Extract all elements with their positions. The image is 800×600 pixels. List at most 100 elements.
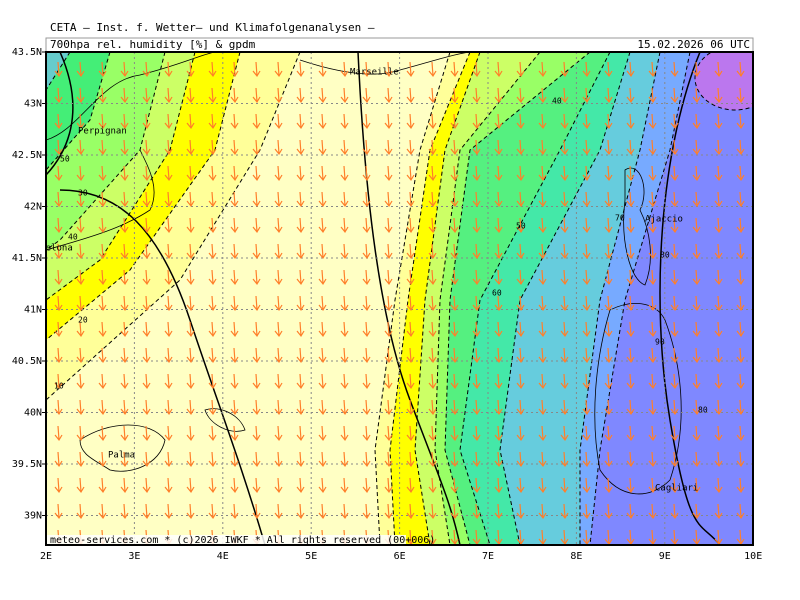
wind-arrow — [560, 139, 569, 156]
wind-arrow — [120, 399, 129, 416]
wind-arrow — [164, 451, 173, 468]
wind-arrow — [340, 165, 349, 182]
wind-arrow — [406, 451, 415, 468]
wind-arrow — [714, 61, 723, 78]
wind-arrow — [714, 373, 723, 390]
wind-arrow — [648, 399, 657, 416]
wind-arrow — [120, 61, 129, 78]
wind-arrow — [164, 425, 173, 442]
wind-arrow — [76, 347, 85, 364]
wind-arrow — [714, 269, 723, 286]
wind-arrow — [450, 373, 459, 390]
wind-arrow — [648, 425, 657, 442]
wind-arrow — [384, 399, 393, 416]
wind-arrow — [274, 373, 283, 390]
wind-arrow — [274, 451, 283, 468]
wind-arrow — [208, 243, 217, 260]
wind-arrow — [516, 191, 525, 208]
contour-label: 70 — [615, 214, 625, 223]
wind-arrow — [274, 191, 283, 208]
wind-arrow — [406, 269, 415, 286]
wind-arrow — [318, 191, 327, 208]
wind-arrow — [230, 347, 239, 364]
wind-arrow — [670, 165, 679, 182]
wind-arrow — [76, 217, 85, 234]
wind-arrow — [186, 165, 195, 182]
wind-arrow — [362, 191, 371, 208]
coastline — [204, 408, 246, 432]
wind-arrow — [516, 503, 525, 520]
wind-arrow — [120, 113, 129, 130]
city-label: Barcelona — [24, 244, 73, 254]
wind-arrow — [252, 243, 261, 260]
wind-arrow — [362, 269, 371, 286]
wind-arrow — [120, 503, 129, 520]
wind-arrow — [428, 191, 437, 208]
wind-arrow — [494, 295, 503, 312]
wind-arrow — [208, 87, 217, 104]
lat-label: 43N — [24, 99, 42, 110]
wind-arrow — [648, 139, 657, 156]
wind-arrow — [98, 113, 107, 130]
wind-arrow — [384, 191, 393, 208]
map-title: 700hpa rel. humidity [%] & gpdm — [50, 38, 256, 51]
lat-label: 42N — [24, 202, 42, 213]
wind-arrow — [406, 113, 415, 130]
wind-arrow — [736, 87, 745, 104]
wind-arrow — [516, 347, 525, 364]
wind-arrow — [230, 217, 239, 234]
wind-arrow — [186, 269, 195, 286]
wind-arrow — [582, 165, 591, 182]
wind-arrow — [582, 373, 591, 390]
wind-arrow — [274, 347, 283, 364]
wind-arrow — [494, 87, 503, 104]
wind-arrow — [406, 347, 415, 364]
lat-label: 43.5N — [12, 47, 42, 58]
wind-arrow — [560, 373, 569, 390]
wind-arrow — [406, 243, 415, 260]
wind-arrow — [494, 217, 503, 234]
wind-arrow — [692, 477, 701, 494]
city-label: Marseille — [350, 68, 399, 78]
wind-arrow — [626, 243, 635, 260]
wind-arrow — [648, 503, 657, 520]
wind-arrow — [516, 217, 525, 234]
wind-arrow — [208, 295, 217, 312]
contour-line — [46, 52, 196, 301]
wind-arrow — [54, 321, 63, 338]
wind-arrow — [98, 503, 107, 520]
wind-arrow — [538, 113, 547, 130]
wind-arrow — [142, 113, 151, 130]
wind-arrow — [516, 139, 525, 156]
wind-arrow — [626, 347, 635, 364]
wind-arrow — [472, 399, 481, 416]
map-area: Marseille Perpignan Barcelona Ajaccio Palma C… — [24, 52, 753, 545]
wind-arrow — [274, 503, 283, 520]
agency-line: CETA – Inst. f. Wetter– und Klimafolgena… — [50, 21, 375, 34]
contour-label: 80 — [698, 406, 708, 415]
wind-arrow — [296, 295, 305, 312]
wind-arrow — [736, 61, 745, 78]
lat-label: 39.5N — [12, 459, 42, 470]
wind-arrow — [252, 191, 261, 208]
wind-arrow — [76, 269, 85, 286]
wind-arrow — [230, 373, 239, 390]
wind-arrow — [76, 399, 85, 416]
wind-arrow — [362, 321, 371, 338]
lon-label: 7E — [482, 551, 494, 562]
wind-arrow — [98, 165, 107, 182]
lat-label: 42.5N — [12, 150, 42, 161]
wind-arrow — [692, 373, 701, 390]
wind-arrow — [318, 477, 327, 494]
wind-arrow — [604, 321, 613, 338]
wind-arrow — [296, 373, 305, 390]
wind-arrow — [76, 243, 85, 260]
wind-arrow — [186, 321, 195, 338]
wind-arrow — [538, 165, 547, 182]
geopotential-line — [59, 189, 266, 545]
wind-arrow — [670, 425, 679, 442]
wind-arrow — [54, 295, 63, 312]
wind-arrow — [296, 191, 305, 208]
contour-line — [579, 52, 661, 545]
wind-arrow — [692, 295, 701, 312]
